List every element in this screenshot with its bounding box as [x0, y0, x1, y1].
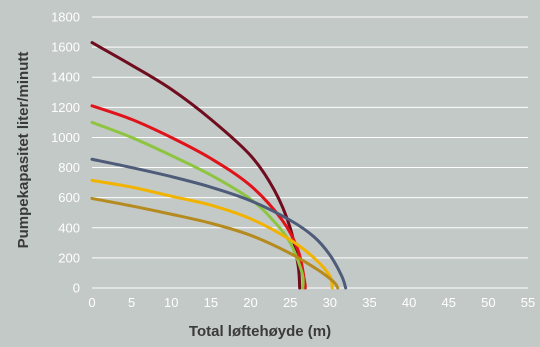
series-line-5: [90, 178, 334, 290]
y-tick-label: 600: [58, 190, 80, 205]
y-tick-label: 0: [73, 281, 80, 296]
series-line-6: [90, 196, 340, 290]
y-tick-label: 800: [58, 160, 80, 175]
x-tick-label: 35: [362, 295, 376, 310]
y-tick-label: 200: [58, 250, 80, 265]
y-tick-label: 1000: [51, 130, 80, 145]
x-tick-label: 25: [283, 295, 297, 310]
y-tick-label: 1400: [51, 70, 80, 85]
y-tick-labels: 0 200 400 600 800 1000 1200 1400 1600 1800: [51, 10, 80, 296]
x-tick-label: 40: [402, 295, 416, 310]
y-tick-label: 1200: [51, 100, 80, 115]
x-tick-label: 15: [204, 295, 218, 310]
series-line-4: [90, 157, 348, 290]
x-tick-label: 10: [164, 295, 178, 310]
grid-lines: [92, 16, 528, 289]
x-tick-label: 30: [323, 295, 337, 310]
series-lines: [90, 41, 348, 290]
x-tick-label: 55: [521, 295, 535, 310]
y-tick-label: 400: [58, 220, 80, 235]
x-tick-label: 50: [481, 295, 495, 310]
y-axis-title: Pumpekapasitet liter/minutt: [15, 52, 32, 249]
y-tick-label: 1800: [51, 10, 80, 25]
x-tick-label: 5: [128, 295, 135, 310]
y-tick-label: 1600: [51, 40, 80, 55]
x-tick-label: 20: [243, 295, 257, 310]
x-axis-title: Total løftehøyde (m): [189, 323, 331, 340]
x-tick-label: 45: [441, 295, 455, 310]
x-tick-labels: 0 5 10 15 20 25 30 35 40 45 50 55: [88, 295, 535, 310]
x-tick-label: 0: [88, 295, 95, 310]
